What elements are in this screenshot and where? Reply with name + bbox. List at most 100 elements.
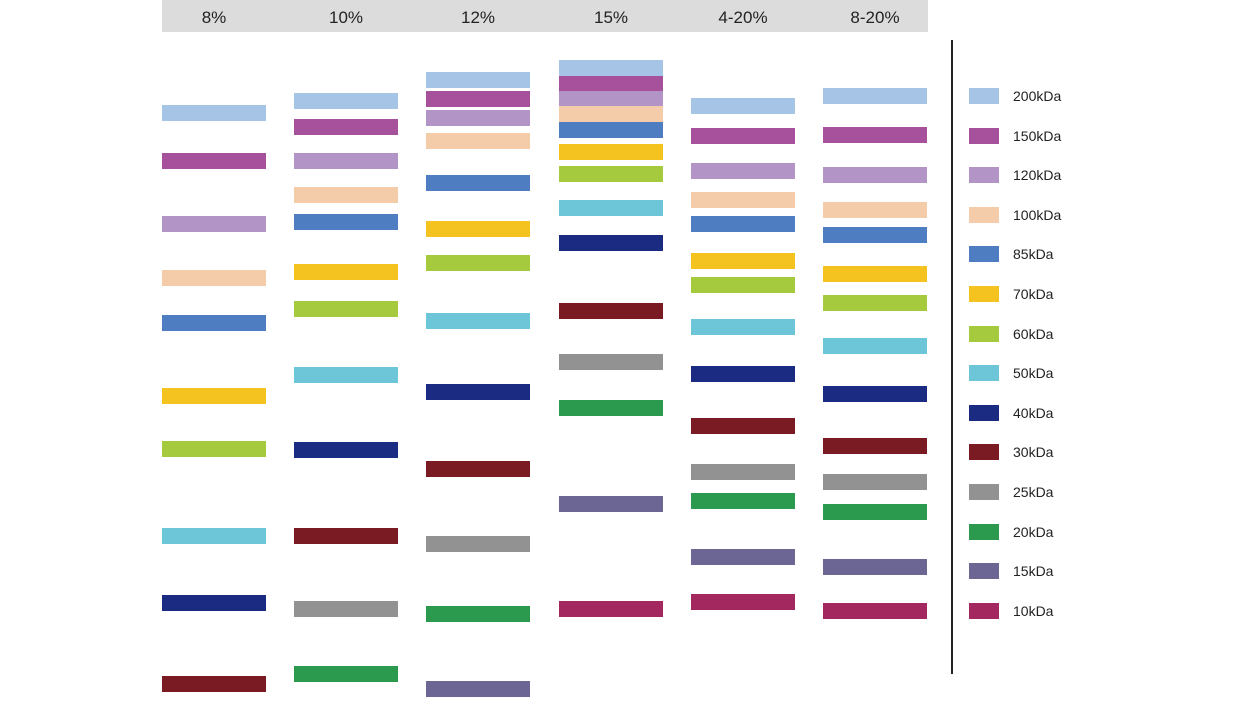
band-10pct-100kda	[294, 187, 398, 203]
lane-label-8pct: 8%	[201, 8, 227, 27]
band-8-20pct-85kda	[823, 227, 927, 243]
band-10pct-25kda	[294, 601, 398, 617]
band-8pct-200kda	[162, 105, 266, 121]
band-12pct-25kda	[426, 536, 530, 552]
band-4-20pct-10kda	[691, 594, 795, 610]
band-8-20pct-30kda	[823, 438, 927, 454]
legend-swatch	[969, 524, 999, 540]
band-12pct-20kda	[426, 606, 530, 622]
band-10pct-200kda	[294, 93, 398, 109]
band-4-20pct-30kda	[691, 418, 795, 434]
band-10pct-30kda	[294, 528, 398, 544]
band-12pct-40kda	[426, 384, 530, 400]
lane-label-8-20pct: 8-20%	[850, 8, 900, 27]
band-15pct-120kda	[559, 91, 663, 107]
band-10pct-50kda	[294, 367, 398, 383]
band-8-20pct-100kda	[823, 202, 927, 218]
legend-label: 85kDa	[1013, 246, 1054, 262]
legend-label: 70kDa	[1013, 286, 1054, 302]
legend-label: 200kDa	[1013, 88, 1062, 104]
lane-label-4-20pct: 4-20%	[718, 8, 768, 27]
band-10pct-40kda	[294, 442, 398, 458]
band-10pct-60kda	[294, 301, 398, 317]
band-4-20pct-25kda	[691, 464, 795, 480]
band-15pct-20kda	[559, 400, 663, 416]
legend-label: 150kDa	[1013, 128, 1062, 144]
band-8pct-100kda	[162, 270, 266, 286]
band-15pct-40kda	[559, 235, 663, 251]
band-15pct-70kda	[559, 144, 663, 160]
band-4-20pct-50kda	[691, 319, 795, 335]
band-15pct-60kda	[559, 166, 663, 182]
band-4-20pct-150kda	[691, 128, 795, 144]
legend-label: 40kDa	[1013, 405, 1054, 421]
band-8pct-120kda	[162, 216, 266, 232]
band-15pct-30kda	[559, 303, 663, 319]
band-15pct-50kda	[559, 200, 663, 216]
band-12pct-200kda	[426, 72, 530, 88]
band-8pct-70kda	[162, 388, 266, 404]
band-8pct-50kda	[162, 528, 266, 544]
legend-label: 50kDa	[1013, 365, 1054, 381]
band-12pct-100kda	[426, 133, 530, 149]
band-8-20pct-10kda	[823, 603, 927, 619]
band-12pct-120kda	[426, 110, 530, 126]
band-4-20pct-120kda	[691, 163, 795, 179]
band-8-20pct-200kda	[823, 88, 927, 104]
legend-swatch	[969, 286, 999, 302]
band-15pct-15kda	[559, 496, 663, 512]
legend-swatch	[969, 128, 999, 144]
lane-label-15pct: 15%	[593, 8, 629, 27]
legend-label: 60kDa	[1013, 326, 1054, 342]
band-12pct-70kda	[426, 221, 530, 237]
band-8pct-85kda	[162, 315, 266, 331]
band-8-20pct-70kda	[823, 266, 927, 282]
band-12pct-85kda	[426, 175, 530, 191]
band-15pct-100kda	[559, 106, 663, 122]
band-8-20pct-20kda	[823, 504, 927, 520]
legend-swatch	[969, 365, 999, 381]
band-4-20pct-15kda	[691, 549, 795, 565]
band-8pct-60kda	[162, 441, 266, 457]
band-4-20pct-40kda	[691, 366, 795, 382]
band-8-20pct-40kda	[823, 386, 927, 402]
legend-label: 20kDa	[1013, 524, 1054, 540]
band-10pct-70kda	[294, 264, 398, 280]
legend-label: 10kDa	[1013, 603, 1054, 619]
band-8pct-30kda	[162, 676, 266, 692]
legend-swatch	[969, 563, 999, 579]
legend-swatch	[969, 326, 999, 342]
band-12pct-30kda	[426, 461, 530, 477]
band-4-20pct-70kda	[691, 253, 795, 269]
legend-swatch	[969, 246, 999, 262]
band-12pct-15kda	[426, 681, 530, 697]
legend-divider	[951, 40, 953, 674]
band-15pct-200kda	[559, 60, 663, 76]
band-12pct-150kda	[426, 91, 530, 107]
band-8-20pct-15kda	[823, 559, 927, 575]
band-15pct-10kda	[559, 601, 663, 617]
lane-label-10pct: 10%	[328, 8, 364, 27]
band-4-20pct-60kda	[691, 277, 795, 293]
band-12pct-50kda	[426, 313, 530, 329]
band-4-20pct-85kda	[691, 216, 795, 232]
legend-label: 25kDa	[1013, 484, 1054, 500]
band-4-20pct-20kda	[691, 493, 795, 509]
band-4-20pct-200kda	[691, 98, 795, 114]
lane-label-12pct: 12%	[460, 8, 496, 27]
band-4-20pct-100kda	[691, 192, 795, 208]
band-10pct-120kda	[294, 153, 398, 169]
legend-swatch	[969, 444, 999, 460]
band-8-20pct-25kda	[823, 474, 927, 490]
band-10pct-150kda	[294, 119, 398, 135]
band-10pct-20kda	[294, 666, 398, 682]
legend-swatch	[969, 603, 999, 619]
legend-swatch	[969, 484, 999, 500]
legend-label: 30kDa	[1013, 444, 1054, 460]
band-10pct-85kda	[294, 214, 398, 230]
band-15pct-25kda	[559, 354, 663, 370]
band-15pct-85kda	[559, 122, 663, 138]
header-bar	[162, 0, 928, 32]
legend-swatch	[969, 405, 999, 421]
band-15pct-150kda	[559, 76, 663, 92]
